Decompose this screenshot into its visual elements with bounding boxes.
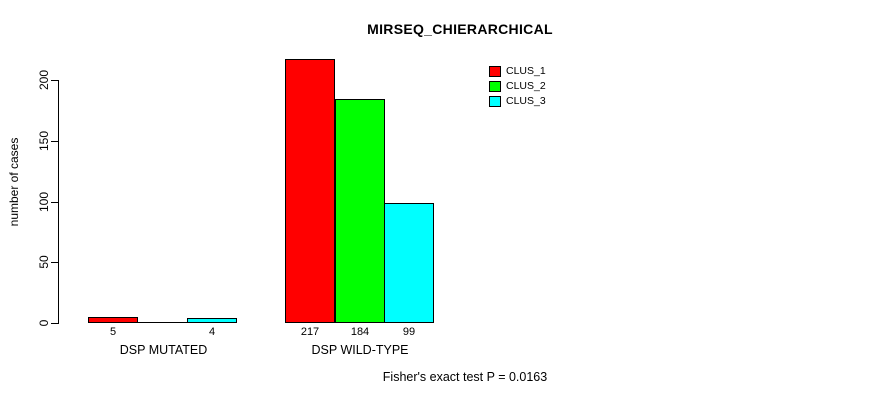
legend-item-clus_2: CLUS_2 [489,80,546,92]
y-axis-label: number of cases [7,137,21,227]
bar-clus_2-0-zero [138,322,188,323]
y-axis-tick [51,262,58,263]
bar-clus_3-0 [187,318,237,323]
chart-title: MIRSEQ_CHIERARCHICAL [367,21,553,37]
y-axis-tick-label: 100 [37,191,51,213]
y-axis-tick [51,202,58,203]
y-axis-tick [51,141,58,142]
bar-clus_1-1 [285,59,335,323]
legend: CLUS_1 CLUS_2 CLUS_3 [489,65,546,110]
legend-label: CLUS_3 [506,95,546,107]
bar-value-label: 99 [402,326,416,338]
y-axis-line [58,80,59,324]
bar-value-label: 184 [350,326,370,338]
legend-swatch-icon [489,80,501,92]
bar-value-label: 217 [300,326,320,338]
legend-swatch-icon [489,65,501,77]
legend-item-clus_3: CLUS_3 [489,95,546,107]
y-axis-tick-label: 0 [37,319,51,327]
bar-value-label: 4 [208,326,216,338]
footer-text: Fisher's exact test P = 0.0163 [382,370,548,384]
category-label: DSP WILD-TYPE [311,343,409,357]
bar-value-label: 5 [109,326,117,338]
legend-label: CLUS_1 [506,65,546,77]
bar-clus_3-1 [384,203,434,323]
legend-swatch-icon [489,95,501,107]
y-axis-tick-label: 150 [37,130,51,152]
bar-clus_2-1 [335,99,385,323]
y-axis-tick-label: 50 [37,255,51,269]
y-axis-tick [51,80,58,81]
legend-item-clus_1: CLUS_1 [489,65,546,77]
category-label: DSP MUTATED [119,343,208,357]
y-axis-tick-label: 200 [37,69,51,91]
y-axis-tick [51,323,58,324]
legend-label: CLUS_2 [506,80,546,92]
bar-clus_1-0 [88,317,138,323]
